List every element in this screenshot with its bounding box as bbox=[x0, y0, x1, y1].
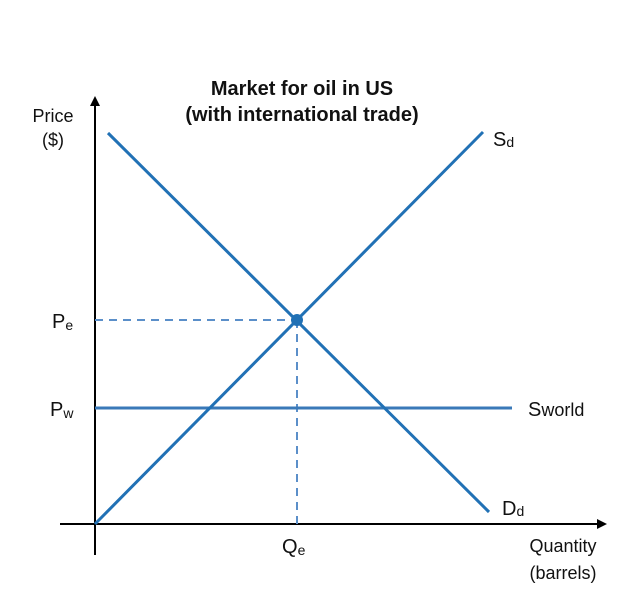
domestic-demand-label: Dd bbox=[502, 498, 524, 520]
x-axis-label-line2: (barrels) bbox=[529, 563, 596, 583]
y-axis-label-line1: Price bbox=[32, 106, 73, 126]
domestic-supply-label: Sd bbox=[493, 129, 514, 151]
chart-title-line1: Market for oil in US bbox=[211, 78, 393, 100]
quantity-equilibrium-label: Qe bbox=[282, 536, 306, 558]
world-supply-label: Sworld bbox=[528, 399, 584, 421]
chart-title-line2: (with international trade) bbox=[185, 104, 418, 126]
price-equilibrium-label: Pe bbox=[52, 311, 73, 333]
world-price-label: Pw bbox=[50, 399, 74, 421]
equilibrium-point bbox=[291, 314, 303, 326]
y-axis-label-line2: ($) bbox=[42, 130, 64, 150]
domestic-supply-curve bbox=[93, 130, 485, 526]
x-axis-label-line1: Quantity bbox=[529, 536, 596, 556]
